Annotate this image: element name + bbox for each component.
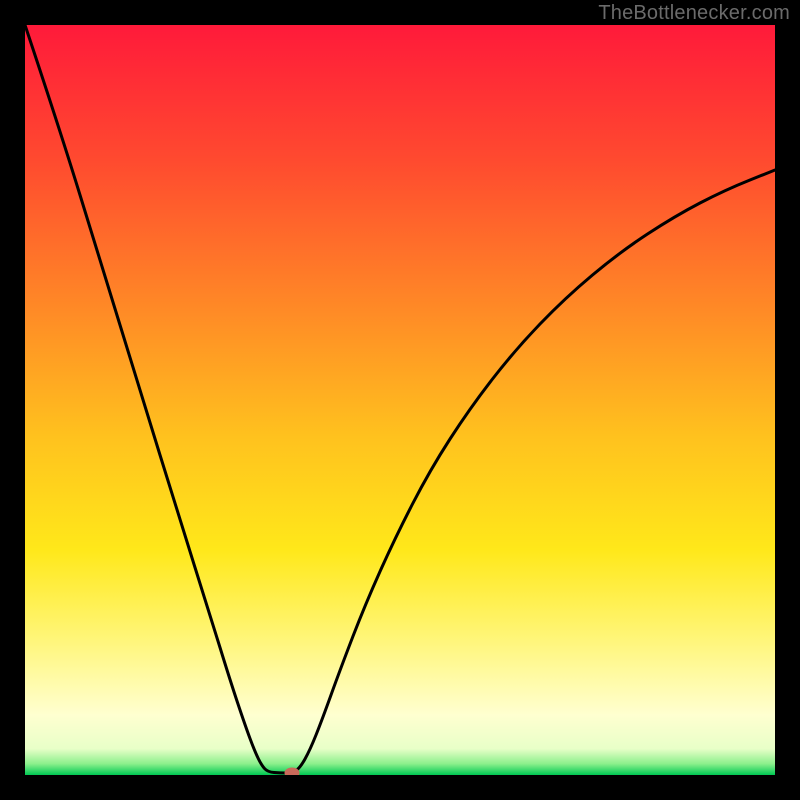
frame-border [0, 0, 25, 800]
watermark-text: TheBottlenecker.com [598, 2, 790, 25]
frame-border [775, 0, 800, 800]
gradient-background [25, 25, 775, 775]
frame-border [0, 775, 800, 800]
bottleneck-chart [0, 0, 800, 800]
chart-container: TheBottlenecker.com [0, 0, 800, 800]
